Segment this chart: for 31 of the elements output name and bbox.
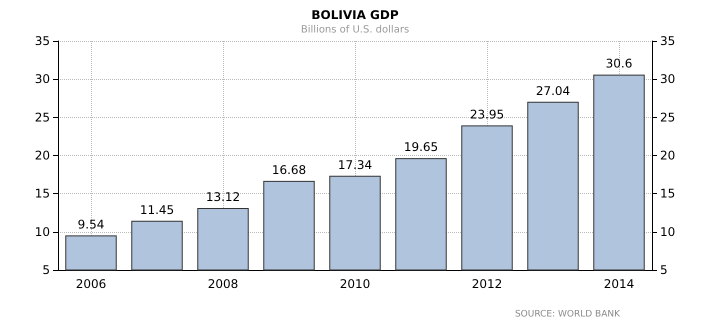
x-tick-label: 2006	[76, 277, 106, 291]
data-label: 27.04	[536, 84, 570, 98]
data-label: 30.6	[606, 56, 632, 71]
data-label: 11.45	[140, 202, 174, 217]
chart-title: BOLIVIA GDP	[311, 8, 399, 22]
data-label: 9.54	[78, 217, 104, 232]
data-label: 16.68	[272, 162, 306, 177]
y2-tick-label: 25	[660, 110, 676, 124]
y2-tick-label: 30	[660, 72, 676, 86]
data-label: 17.34	[338, 158, 372, 172]
y-tick-label: 15	[34, 186, 50, 201]
y2-tick-label: 20	[660, 148, 676, 162]
y2-tick-label: 35	[660, 34, 676, 48]
chart-subtitle: Billions of U.S. dollars	[300, 24, 410, 36]
y-tick-label: 10	[34, 224, 50, 239]
y-tick-label: 25	[34, 110, 50, 124]
y-tick-label: 20	[34, 148, 50, 162]
y-tick-label: 5	[42, 263, 50, 277]
y2-tick-label: 15	[660, 186, 676, 201]
x-tick-label: 2012	[472, 277, 502, 291]
data-label: 13.12	[206, 190, 240, 204]
y2-tick-label: 5	[660, 263, 668, 277]
data-label: 19.65	[404, 140, 438, 154]
x-tick-label: 2008	[208, 277, 238, 291]
data-label: 23.95	[470, 107, 504, 122]
x-tick-label: 2010	[340, 277, 370, 291]
x-tick-label: 2014	[604, 277, 634, 291]
y-tick-label: 30	[34, 72, 50, 86]
y-tick-label: 35	[34, 34, 50, 48]
y2-tick-label: 10	[660, 224, 676, 239]
source-note: SOURCE: WORLD BANK	[514, 310, 622, 320]
